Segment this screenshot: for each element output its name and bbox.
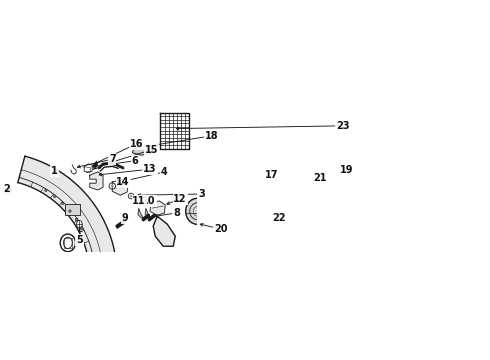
- Polygon shape: [3, 0, 141, 17]
- Text: 21: 21: [313, 173, 326, 183]
- Circle shape: [81, 228, 83, 230]
- Ellipse shape: [60, 234, 75, 252]
- Polygon shape: [94, 259, 117, 298]
- Text: 4: 4: [161, 167, 168, 177]
- Circle shape: [111, 185, 114, 187]
- Text: 7: 7: [109, 154, 116, 164]
- Text: 19: 19: [340, 165, 353, 175]
- Ellipse shape: [76, 221, 82, 228]
- Text: 20: 20: [214, 224, 227, 234]
- Text: 23: 23: [336, 121, 349, 131]
- Text: 17: 17: [265, 170, 278, 180]
- Circle shape: [61, 202, 64, 204]
- Text: 15: 15: [145, 145, 158, 155]
- Polygon shape: [138, 209, 143, 218]
- Polygon shape: [132, 145, 154, 155]
- Text: 6: 6: [132, 156, 139, 166]
- Text: 11: 11: [132, 196, 146, 206]
- Text: 8: 8: [173, 208, 180, 218]
- Polygon shape: [93, 22, 138, 92]
- Polygon shape: [18, 156, 116, 263]
- Polygon shape: [153, 216, 175, 246]
- Circle shape: [45, 189, 47, 192]
- Polygon shape: [233, 181, 253, 201]
- Text: 14: 14: [116, 177, 130, 187]
- Text: 1: 1: [51, 166, 58, 176]
- Circle shape: [5, 187, 11, 193]
- Polygon shape: [150, 201, 165, 215]
- Polygon shape: [112, 179, 128, 195]
- FancyBboxPatch shape: [65, 204, 80, 215]
- Polygon shape: [220, 217, 234, 228]
- Text: 10: 10: [143, 196, 156, 206]
- Polygon shape: [90, 172, 103, 190]
- Text: 18: 18: [204, 131, 218, 141]
- Text: 16: 16: [129, 139, 143, 149]
- Circle shape: [130, 195, 132, 197]
- Polygon shape: [145, 209, 150, 218]
- Polygon shape: [84, 164, 92, 173]
- Circle shape: [75, 219, 77, 221]
- Circle shape: [109, 183, 116, 189]
- Text: 3: 3: [198, 189, 205, 199]
- Text: 12: 12: [173, 194, 187, 204]
- Circle shape: [7, 189, 9, 191]
- Circle shape: [53, 195, 56, 198]
- Text: 22: 22: [272, 213, 286, 223]
- Text: 5: 5: [76, 235, 83, 245]
- Text: 9: 9: [122, 213, 128, 223]
- Text: 2: 2: [3, 184, 10, 194]
- Circle shape: [128, 193, 134, 199]
- Circle shape: [69, 210, 71, 212]
- Ellipse shape: [186, 198, 209, 224]
- Text: 13: 13: [143, 164, 157, 174]
